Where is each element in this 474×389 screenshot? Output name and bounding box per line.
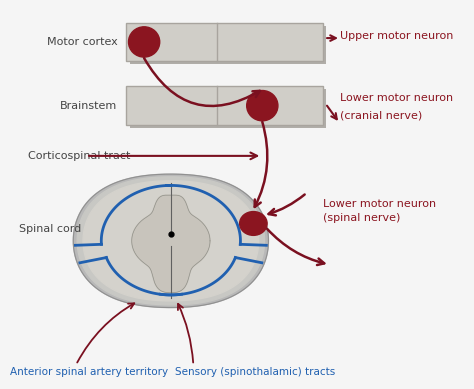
Text: (cranial nerve): (cranial nerve) (340, 110, 423, 120)
FancyBboxPatch shape (130, 89, 326, 128)
Ellipse shape (240, 212, 267, 235)
Polygon shape (83, 181, 259, 301)
Polygon shape (73, 174, 268, 308)
Text: Lower motor neuron: Lower motor neuron (340, 93, 454, 103)
Text: Anterior spinal artery territory: Anterior spinal artery territory (10, 367, 168, 377)
Text: Brainstem: Brainstem (60, 101, 118, 110)
Text: Motor cortex: Motor cortex (46, 37, 118, 47)
Text: Sensory (spinothalamic) tracts: Sensory (spinothalamic) tracts (175, 367, 336, 377)
Text: (spinal nerve): (spinal nerve) (322, 213, 400, 223)
Text: Lower motor neuron: Lower motor neuron (322, 199, 436, 209)
FancyBboxPatch shape (130, 26, 326, 64)
Ellipse shape (128, 27, 160, 57)
FancyBboxPatch shape (126, 86, 322, 125)
Text: Spinal cord: Spinal cord (19, 224, 82, 234)
Text: Upper motor neuron: Upper motor neuron (340, 31, 454, 41)
Polygon shape (77, 177, 264, 305)
Ellipse shape (246, 91, 278, 121)
Text: Corticospinal tract: Corticospinal tract (28, 151, 130, 161)
FancyBboxPatch shape (126, 23, 322, 61)
Polygon shape (132, 195, 210, 293)
